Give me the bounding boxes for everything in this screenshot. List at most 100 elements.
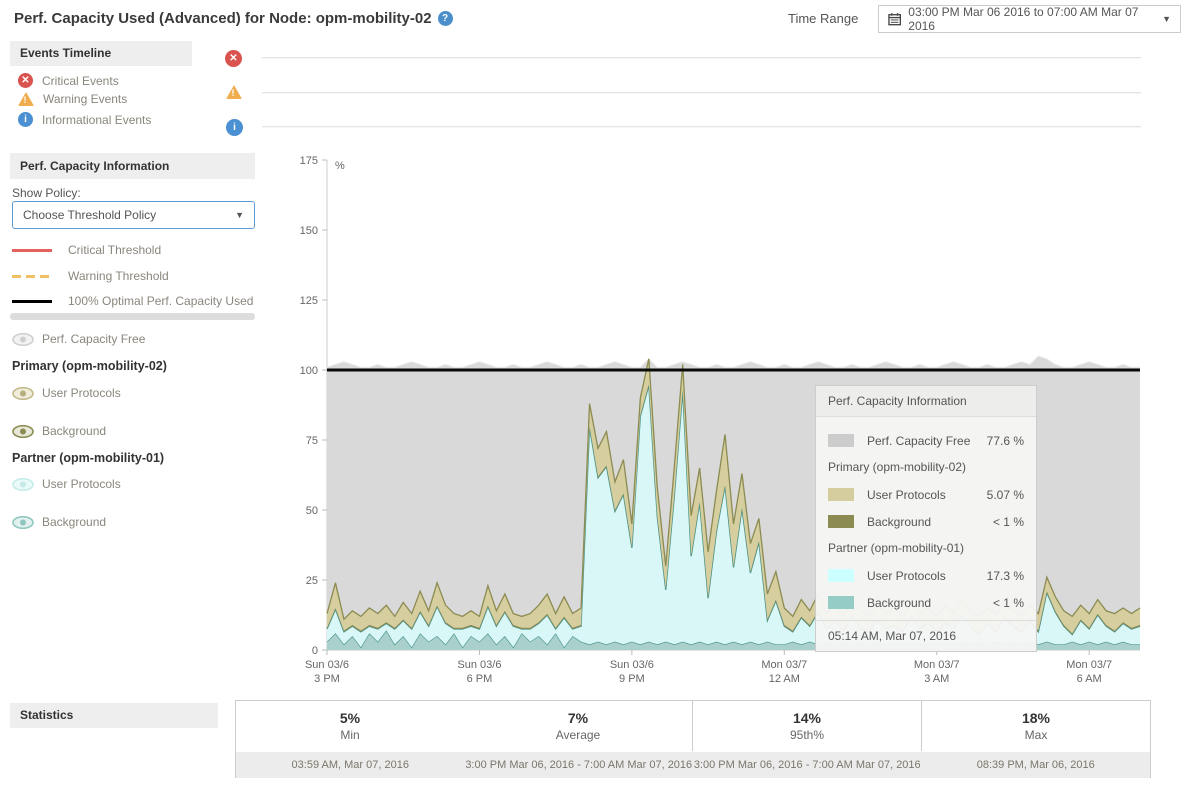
svg-text:50: 50	[306, 505, 318, 517]
legend-warning-threshold: Warning Threshold	[12, 269, 169, 283]
statistics-header: Statistics	[10, 703, 218, 728]
warning-threshold-label: Warning Threshold	[68, 269, 169, 283]
eye-icon	[12, 425, 34, 438]
svg-text:0: 0	[312, 645, 318, 657]
tooltip-primary-user-value: 5.07 %	[987, 488, 1024, 502]
stat-max: 18% Max	[921, 701, 1150, 751]
warning-icon	[18, 92, 34, 106]
partner-background-swatch	[828, 596, 854, 609]
toggle-primary-background[interactable]: Background	[12, 424, 106, 438]
toggle-perf-capacity-free[interactable]: Perf. Capacity Free	[12, 332, 145, 346]
partner-user-protocols-label: User Protocols	[42, 477, 121, 491]
tooltip-row-primary-user: User Protocols 5.07 %	[828, 481, 1024, 508]
toggle-partner-user-protocols[interactable]: User Protocols	[12, 477, 121, 491]
svg-text:3 PM: 3 PM	[314, 673, 340, 685]
svg-text:9 PM: 9 PM	[619, 673, 645, 685]
threshold-policy-select[interactable]: Choose Threshold Policy ▼	[12, 201, 255, 229]
page-title-text: Perf. Capacity Used (Advanced) for Node:…	[14, 10, 432, 27]
tooltip-timestamp: 05:14 AM, Mar 07, 2016	[816, 620, 1036, 651]
svg-text:125: 125	[300, 295, 318, 307]
tooltip-partner-bg-label: Background	[867, 596, 993, 610]
legend-optimal-threshold: 100% Optimal Perf. Capacity Used	[12, 294, 253, 308]
svg-text:25: 25	[306, 575, 318, 587]
tooltip-partner-user-value: 17.3 %	[987, 569, 1024, 583]
stat-95th-value: 14%	[793, 710, 821, 726]
warning-threshold-swatch	[12, 275, 52, 278]
svg-text:Mon 03/7: Mon 03/7	[1066, 659, 1112, 671]
partner-background-label: Background	[42, 515, 106, 529]
legend-critical-threshold: Critical Threshold	[12, 243, 161, 257]
svg-text:%: %	[335, 160, 345, 172]
perf-capacity-chart[interactable]: 0255075100125150175%Sun 03/63 PMSun 03/6…	[282, 155, 1184, 690]
info-events-timeline	[262, 126, 1141, 128]
stat-average: 7% Average	[464, 701, 692, 751]
tooltip-free-label: Perf. Capacity Free	[867, 434, 987, 448]
legend-info-events: i Informational Events	[18, 112, 151, 127]
legend-critical-events: ✕ Critical Events	[18, 73, 119, 88]
svg-text:Mon 03/7: Mon 03/7	[914, 659, 960, 671]
stat-average-value: 7%	[568, 710, 588, 726]
chart-tooltip: Perf. Capacity Information Perf. Capacit…	[815, 385, 1037, 652]
primary-user-protocols-label: User Protocols	[42, 386, 121, 400]
capacity-info-header: Perf. Capacity Information	[10, 153, 255, 179]
warning-events-timeline	[262, 92, 1141, 94]
tooltip-row-free: Perf. Capacity Free 77.6 %	[828, 427, 1024, 454]
tooltip-partner-user-label: User Protocols	[867, 569, 987, 583]
svg-text:3 AM: 3 AM	[924, 673, 949, 685]
tooltip-title: Perf. Capacity Information	[816, 386, 1036, 417]
time-range-value: 03:00 PM Mar 06 2016 to 07:00 AM Mar 07 …	[908, 5, 1155, 33]
tooltip-primary-user-label: User Protocols	[867, 488, 987, 502]
eye-icon	[12, 387, 34, 400]
svg-text:100: 100	[300, 365, 318, 377]
chevron-down-icon: ▼	[235, 210, 244, 220]
svg-text:Mon 03/7: Mon 03/7	[761, 659, 807, 671]
stat-average-timestamp: 3:00 PM Mar 06, 2016 - 7:00 AM Mar 07, 2…	[465, 759, 694, 771]
perf-capacity-free-label: Perf. Capacity Free	[42, 332, 145, 346]
toggle-primary-user-protocols[interactable]: User Protocols	[12, 386, 121, 400]
svg-text:75: 75	[306, 435, 318, 447]
partner-user-swatch	[828, 569, 854, 582]
critical-threshold-swatch	[12, 249, 52, 252]
partner-group-header: Partner (opm-mobility-01)	[12, 451, 164, 465]
statistics-panel: 5% Min 7% Average 14% 95th% 18% Max 03:5…	[235, 700, 1151, 778]
legend-scrollbar[interactable]	[10, 313, 255, 320]
svg-text:Sun 03/6: Sun 03/6	[610, 659, 654, 671]
calendar-icon	[888, 12, 901, 26]
time-range-label: Time Range	[788, 11, 858, 26]
stat-max-timestamp: 08:39 PM, Mar 06, 2016	[922, 759, 1151, 771]
tooltip-free-value: 77.6 %	[987, 434, 1024, 448]
critical-events-timeline	[262, 57, 1141, 59]
critical-icon: ✕	[18, 73, 33, 88]
tooltip-partner-group: Partner (opm-mobility-01)	[828, 535, 1024, 562]
stat-max-value: 18%	[1022, 710, 1050, 726]
perf-capacity-page: Perf. Capacity Used (Advanced) for Node:…	[0, 0, 1184, 787]
free-swatch	[828, 434, 854, 447]
eye-icon	[12, 516, 34, 529]
eye-icon	[12, 478, 34, 491]
svg-text:175: 175	[300, 155, 318, 167]
optimal-threshold-label: 100% Optimal Perf. Capacity Used	[68, 294, 253, 308]
tooltip-row-partner-bg: Background < 1 %	[828, 589, 1024, 616]
time-range-selector[interactable]: 03:00 PM Mar 06 2016 to 07:00 AM Mar 07 …	[878, 5, 1181, 33]
legend-critical-label: Critical Events	[42, 74, 119, 88]
stat-95th: 14% 95th%	[692, 701, 921, 751]
tooltip-primary-group: Primary (opm-mobility-02)	[828, 454, 1024, 481]
tooltip-primary-bg-value: < 1 %	[993, 515, 1024, 529]
legend-warning-label: Warning Events	[43, 92, 127, 106]
stat-min: 5% Min	[236, 701, 464, 751]
timeline-info-icon: i	[226, 119, 243, 136]
help-icon[interactable]: ?	[438, 11, 453, 26]
stat-min-label: Min	[340, 728, 359, 742]
toggle-partner-background[interactable]: Background	[12, 515, 106, 529]
svg-text:Sun 03/6: Sun 03/6	[305, 659, 349, 671]
tooltip-row-partner-user: User Protocols 17.3 %	[828, 562, 1024, 589]
stat-95th-label: 95th%	[790, 728, 824, 742]
stat-min-value: 5%	[340, 710, 360, 726]
svg-text:6 PM: 6 PM	[467, 673, 493, 685]
critical-threshold-label: Critical Threshold	[68, 243, 161, 257]
primary-background-swatch	[828, 515, 854, 528]
primary-background-label: Background	[42, 424, 106, 438]
threshold-policy-value: Choose Threshold Policy	[23, 208, 156, 222]
legend-info-label: Informational Events	[42, 113, 151, 127]
tooltip-partner-bg-value: < 1 %	[993, 596, 1024, 610]
